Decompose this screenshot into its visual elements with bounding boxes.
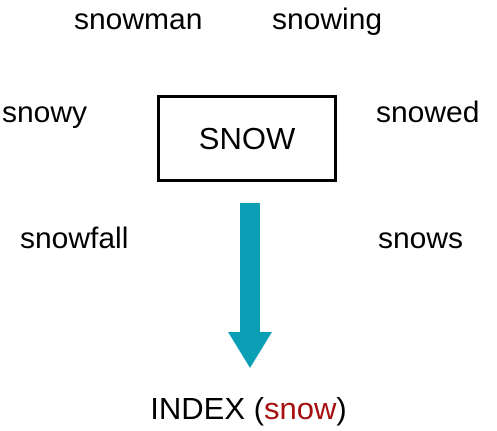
word-snows: snows [378, 222, 464, 255]
word-snowy: snowy [2, 96, 88, 129]
stem-box: SNOW [157, 95, 337, 182]
index-term: snow [264, 391, 337, 426]
word-snowing: snowing [272, 3, 383, 36]
word-snowman: snowman [74, 3, 203, 36]
index-open-paren: ( [253, 391, 264, 426]
arrow-head [228, 332, 272, 368]
index-prefix: INDEX [150, 391, 246, 426]
index-label: INDEX (snow) [0, 393, 497, 424]
word-snowed: snowed [376, 96, 480, 129]
arrow-shaft [240, 203, 260, 333]
word-snowfall: snowfall [20, 222, 129, 255]
index-close-paren: ) [336, 391, 347, 426]
stem-label: SNOW [198, 120, 296, 156]
